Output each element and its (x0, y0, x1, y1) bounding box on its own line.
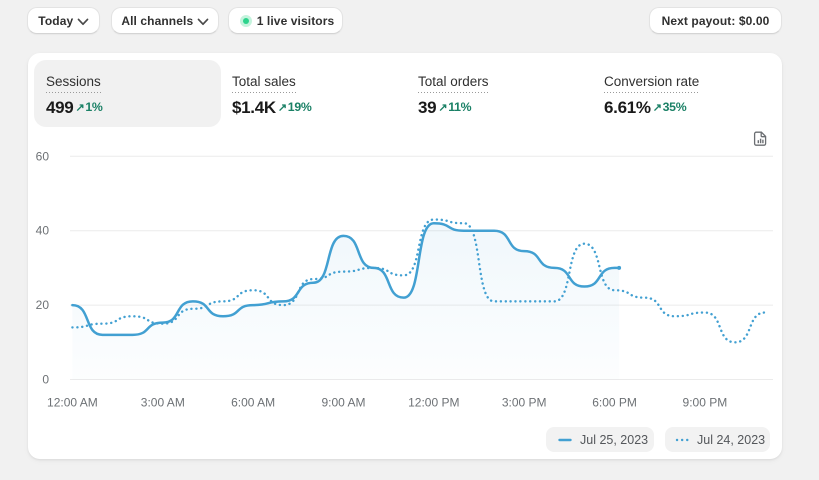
svg-text:40: 40 (36, 224, 50, 238)
svg-text:9:00 AM: 9:00 AM (321, 396, 365, 410)
svg-text:0: 0 (42, 373, 49, 387)
svg-text:9:00 PM: 9:00 PM (683, 396, 728, 410)
svg-text:6:00 PM: 6:00 PM (592, 396, 637, 410)
svg-text:60: 60 (36, 149, 50, 163)
svg-text:3:00 PM: 3:00 PM (502, 396, 547, 410)
svg-text:12:00 PM: 12:00 PM (408, 396, 459, 410)
svg-text:20: 20 (36, 298, 50, 312)
svg-text:6:00 AM: 6:00 AM (231, 396, 275, 410)
svg-text:3:00 AM: 3:00 AM (141, 396, 185, 410)
svg-text:12:00 AM: 12:00 AM (47, 396, 98, 410)
